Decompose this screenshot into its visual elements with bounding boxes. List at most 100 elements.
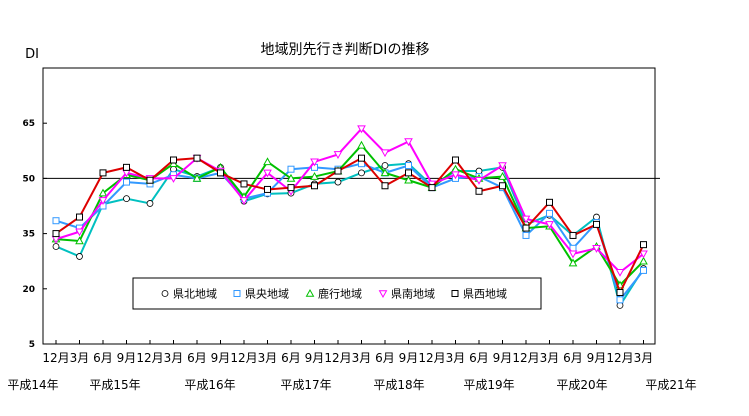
data-point bbox=[334, 167, 342, 175]
data-point bbox=[378, 290, 388, 299]
x-tick-label: 6月 bbox=[563, 351, 583, 365]
data-point bbox=[193, 154, 201, 162]
data-point bbox=[475, 187, 483, 195]
data-point bbox=[616, 296, 624, 304]
series-line bbox=[55, 127, 645, 274]
data-point bbox=[286, 173, 296, 182]
y-tick-label: 5 bbox=[29, 340, 35, 350]
plot-area bbox=[42, 67, 656, 345]
x-tick-label: 9月 bbox=[399, 351, 419, 365]
data-point bbox=[639, 250, 648, 259]
data-point bbox=[404, 175, 413, 184]
data-point bbox=[161, 290, 169, 297]
data-point bbox=[287, 165, 295, 173]
data-point bbox=[452, 156, 459, 164]
data-point bbox=[98, 197, 108, 206]
era-label: 平成21年 bbox=[645, 378, 696, 392]
x-tick-label: 3月 bbox=[540, 351, 560, 365]
data-point bbox=[263, 157, 272, 166]
y-tick-label: 20 bbox=[22, 285, 35, 295]
data-point bbox=[358, 169, 365, 177]
era-label: 平成20年 bbox=[556, 378, 607, 392]
data-point bbox=[498, 172, 507, 180]
x-tick-label: 12月 bbox=[418, 351, 445, 365]
x-tick-label: 9月 bbox=[117, 351, 137, 365]
data-point bbox=[192, 173, 202, 182]
data-point bbox=[546, 198, 553, 206]
data-point bbox=[568, 258, 578, 267]
data-point bbox=[239, 197, 249, 206]
data-point bbox=[240, 180, 248, 188]
data-point bbox=[474, 176, 484, 185]
data-point bbox=[498, 162, 507, 171]
data-point bbox=[146, 176, 154, 184]
data-point bbox=[123, 178, 130, 186]
data-point bbox=[334, 178, 342, 186]
data-point bbox=[451, 171, 460, 180]
data-point bbox=[217, 169, 224, 177]
era-label: 平成18年 bbox=[373, 378, 424, 392]
data-point bbox=[75, 236, 84, 245]
series-line bbox=[55, 162, 645, 302]
legend-label: 県南地域 bbox=[391, 288, 435, 301]
data-point bbox=[305, 288, 315, 297]
x-tick-label: 3月 bbox=[634, 351, 654, 365]
data-point bbox=[405, 169, 412, 177]
y-axis-label: DI bbox=[25, 47, 39, 62]
data-point bbox=[381, 162, 389, 169]
data-point bbox=[52, 217, 60, 225]
data-point bbox=[169, 175, 178, 183]
data-point bbox=[310, 172, 319, 180]
era-label: 平成15年 bbox=[89, 378, 140, 392]
x-tick-label: 3月 bbox=[352, 351, 372, 365]
data-point bbox=[123, 163, 130, 171]
data-point bbox=[98, 188, 108, 197]
data-point bbox=[263, 169, 272, 178]
data-point bbox=[264, 185, 271, 193]
data-point bbox=[615, 268, 625, 277]
series-line bbox=[55, 156, 645, 296]
data-point bbox=[76, 213, 83, 221]
data-point bbox=[99, 169, 107, 177]
y-tick-label: 35 bbox=[22, 230, 35, 240]
data-point bbox=[380, 149, 390, 158]
x-tick-label: 12月 bbox=[512, 351, 539, 365]
data-point bbox=[381, 182, 389, 190]
data-point bbox=[233, 290, 241, 297]
data-point bbox=[146, 200, 154, 207]
data-point bbox=[568, 250, 578, 259]
data-point bbox=[451, 290, 459, 297]
data-point bbox=[404, 138, 413, 147]
y-tick-label: 65 bbox=[22, 119, 35, 129]
data-point bbox=[52, 230, 60, 238]
legend-label: 県北地域 bbox=[173, 288, 217, 301]
x-tick-label: 9月 bbox=[587, 351, 607, 365]
era-label: 平成17年 bbox=[280, 378, 331, 392]
data-point bbox=[639, 256, 648, 265]
era-label: 平成16年 bbox=[184, 378, 235, 392]
data-point bbox=[357, 140, 366, 149]
era-label: 平成19年 bbox=[463, 378, 514, 392]
data-point bbox=[287, 184, 295, 192]
data-point bbox=[593, 220, 600, 228]
x-tick-label: 3月 bbox=[70, 351, 90, 365]
data-point bbox=[75, 228, 84, 237]
x-tick-label: 12月 bbox=[42, 351, 69, 365]
data-point bbox=[499, 182, 506, 190]
data-point bbox=[545, 221, 554, 229]
x-tick-label: 12月 bbox=[136, 351, 163, 365]
data-point bbox=[428, 184, 436, 192]
x-tick-label: 3月 bbox=[164, 351, 184, 365]
data-point bbox=[333, 151, 343, 160]
x-tick-label: 6月 bbox=[469, 351, 489, 365]
data-point bbox=[311, 182, 318, 190]
data-point bbox=[52, 243, 60, 250]
data-point bbox=[640, 241, 647, 249]
x-tick-label: 6月 bbox=[93, 351, 113, 365]
series-県西地域 bbox=[52, 154, 647, 296]
x-tick-label: 3月 bbox=[446, 351, 466, 365]
data-point bbox=[380, 168, 390, 177]
x-tick-label: 9月 bbox=[211, 351, 231, 365]
legend-label: 県西地域 bbox=[463, 288, 507, 301]
data-point bbox=[546, 209, 553, 217]
